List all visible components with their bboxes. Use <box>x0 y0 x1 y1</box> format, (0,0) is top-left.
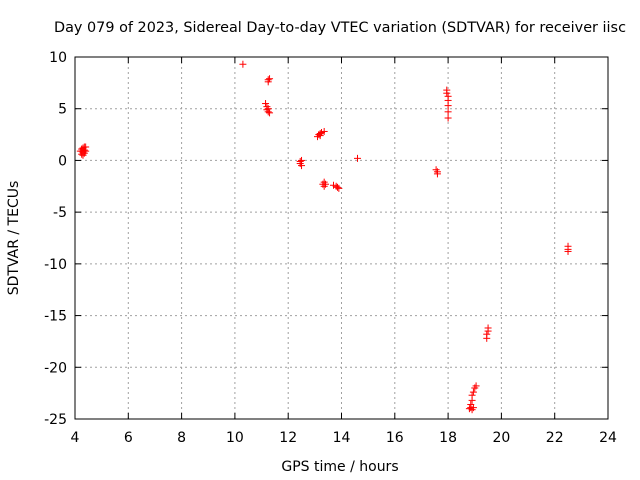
data-point <box>443 89 451 97</box>
data-point <box>76 147 84 155</box>
data-point <box>444 114 452 122</box>
data-point <box>469 388 477 396</box>
data-point <box>320 127 328 135</box>
data-point <box>472 382 480 390</box>
y-tick-label: -15 <box>44 309 67 325</box>
y-tick-label: -5 <box>53 205 67 221</box>
data-point <box>335 184 343 192</box>
data-point <box>564 247 572 255</box>
x-tick-label: 10 <box>226 430 244 446</box>
data-point <box>316 132 324 140</box>
data-point <box>433 170 441 178</box>
data-point <box>322 180 330 188</box>
x-tick-label: 6 <box>124 430 133 446</box>
data-point <box>264 105 272 113</box>
x-tick-label: 20 <box>492 430 510 446</box>
data-point <box>266 75 274 83</box>
data-point <box>484 324 492 332</box>
plot-frame <box>74 56 609 420</box>
y-tick-label: -10 <box>44 257 67 273</box>
x-tick-label: 14 <box>333 430 351 446</box>
y-tick-labels: -25 -20 -15 -10 -5 0 5 10 <box>44 50 67 428</box>
x-tick-label: 22 <box>546 430 564 446</box>
data-point <box>353 154 361 162</box>
y-axis-label: SDTVAR / TECUs <box>6 181 22 296</box>
data-point <box>298 156 306 164</box>
data-point <box>468 406 476 414</box>
x-tick-labels: 4 6 8 10 12 14 16 18 20 22 24 <box>71 430 617 446</box>
x-tick-label: 24 <box>599 430 617 446</box>
data-point <box>264 78 272 86</box>
chart-title: Day 079 of 2023, Sidereal Day-to-day VTE… <box>54 20 626 36</box>
y-tick-label: 0 <box>58 153 67 169</box>
y-tick-label: 5 <box>58 102 67 118</box>
data-point <box>468 391 476 399</box>
data-point <box>266 109 274 117</box>
grid-lines <box>75 57 608 419</box>
data-point <box>239 60 247 68</box>
data-point <box>262 100 270 108</box>
data-point <box>444 102 452 110</box>
y-tick-label: -20 <box>44 360 67 376</box>
data-point <box>82 143 90 151</box>
x-tick-label: 4 <box>71 430 80 446</box>
x-axis-label: GPS time / hours <box>281 459 398 475</box>
data-point <box>334 183 342 191</box>
data-point <box>444 108 452 116</box>
x-tick-label: 18 <box>439 430 457 446</box>
x-tick-label: 8 <box>177 430 186 446</box>
x-tick-label: 12 <box>279 430 297 446</box>
y-tick-label: 10 <box>49 50 67 66</box>
data-points <box>76 60 572 414</box>
x-tick-label: 16 <box>386 430 404 446</box>
data-point <box>483 330 491 338</box>
y-tick-label: -25 <box>44 412 67 428</box>
